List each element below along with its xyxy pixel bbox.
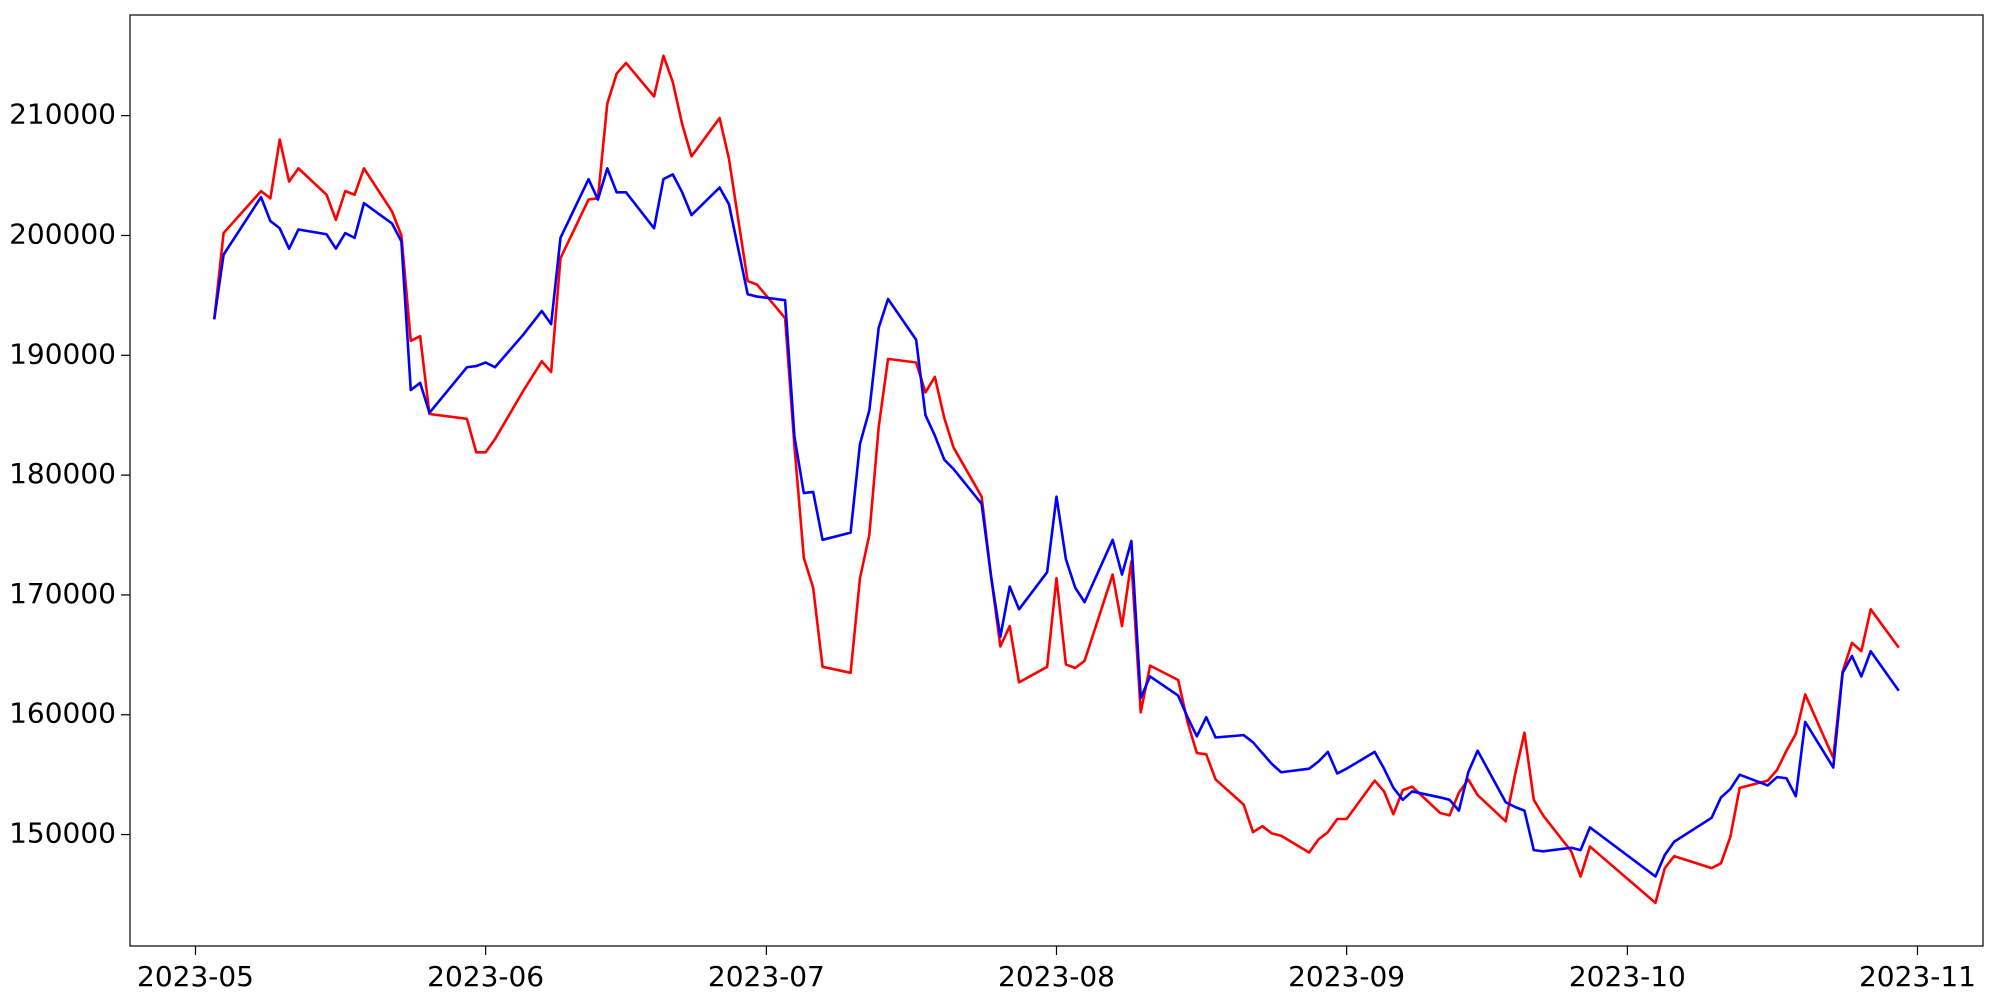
plot-frame (129, 14, 1984, 947)
x-tick-label: 2023-08 (998, 960, 1115, 993)
x-tick-label: 2023-06 (427, 960, 544, 993)
series-line (212, 167, 1900, 878)
y-tick-label: 160000 (9, 697, 116, 730)
y-tick-label: 170000 (9, 577, 116, 610)
y-tick-label: 180000 (9, 457, 116, 490)
x-tick-label: 2023-09 (1288, 960, 1405, 993)
x-tick-label: 2023-07 (708, 960, 825, 993)
x-tick-label: 2023-11 (1859, 960, 1976, 993)
y-tick-label: 210000 (9, 98, 116, 131)
y-tick-label: 190000 (9, 337, 116, 370)
x-tick-label: 2023-10 (1569, 960, 1686, 993)
y-tick-label: 200000 (9, 217, 116, 250)
series-line (212, 54, 1900, 905)
y-tick-label: 150000 (9, 817, 116, 850)
x-tick-label: 2023-05 (137, 960, 254, 993)
